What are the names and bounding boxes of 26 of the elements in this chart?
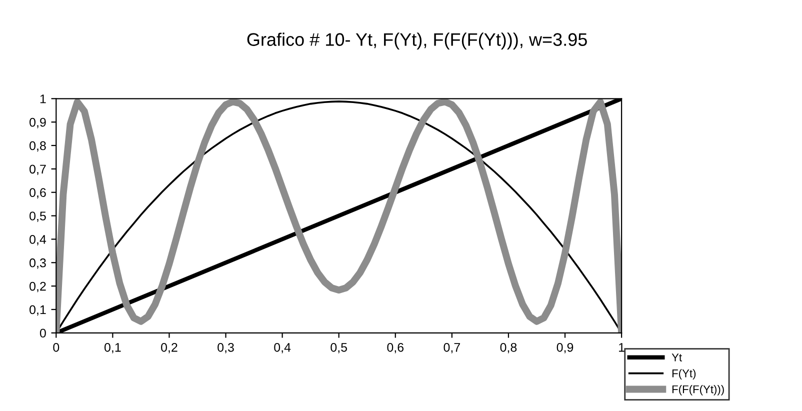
y-tick-label: 0,8	[30, 141, 46, 152]
legend-label: F(Yt)	[672, 369, 696, 380]
y-tick-label: 0,1	[30, 305, 46, 316]
x-tick-label: 0,2	[161, 342, 178, 354]
y-tick-label: 0,5	[30, 212, 46, 222]
y-tick-label: 1	[40, 94, 46, 104]
y-tick-label: 0,9	[30, 118, 46, 128]
x-tick-label: 0	[53, 342, 60, 352]
x-tick-label: 0,8	[500, 342, 517, 354]
x-tick-label: 0,9	[556, 342, 574, 354]
x-tick-label: 0,7	[444, 342, 460, 354]
y-tick-label: 0	[40, 328, 46, 338]
x-tick-label: 1	[619, 343, 624, 352]
legend-label: F(F(F(Yt)))	[672, 385, 724, 396]
y-tick-label: 0,3	[30, 258, 46, 269]
y-tick-label: 0,2	[30, 282, 46, 292]
x-tick-label: 0,6	[387, 342, 404, 354]
legend-label: Yt	[672, 354, 682, 362]
y-tick-label: 0,4	[30, 235, 46, 246]
x-tick-label: 0,3	[218, 342, 234, 354]
x-tick-label: 0,4	[274, 342, 291, 354]
x-tick-label: 0,1	[104, 342, 121, 354]
y-tick-label: 0,7	[30, 164, 46, 176]
y-tick-label: 0,6	[30, 188, 46, 198]
chart-title: Grafico # 10- Yt, F(Yt), F(F(F(Yt))), w=3.95	[247, 32, 587, 50]
x-tick-label: 0,5	[330, 342, 348, 354]
